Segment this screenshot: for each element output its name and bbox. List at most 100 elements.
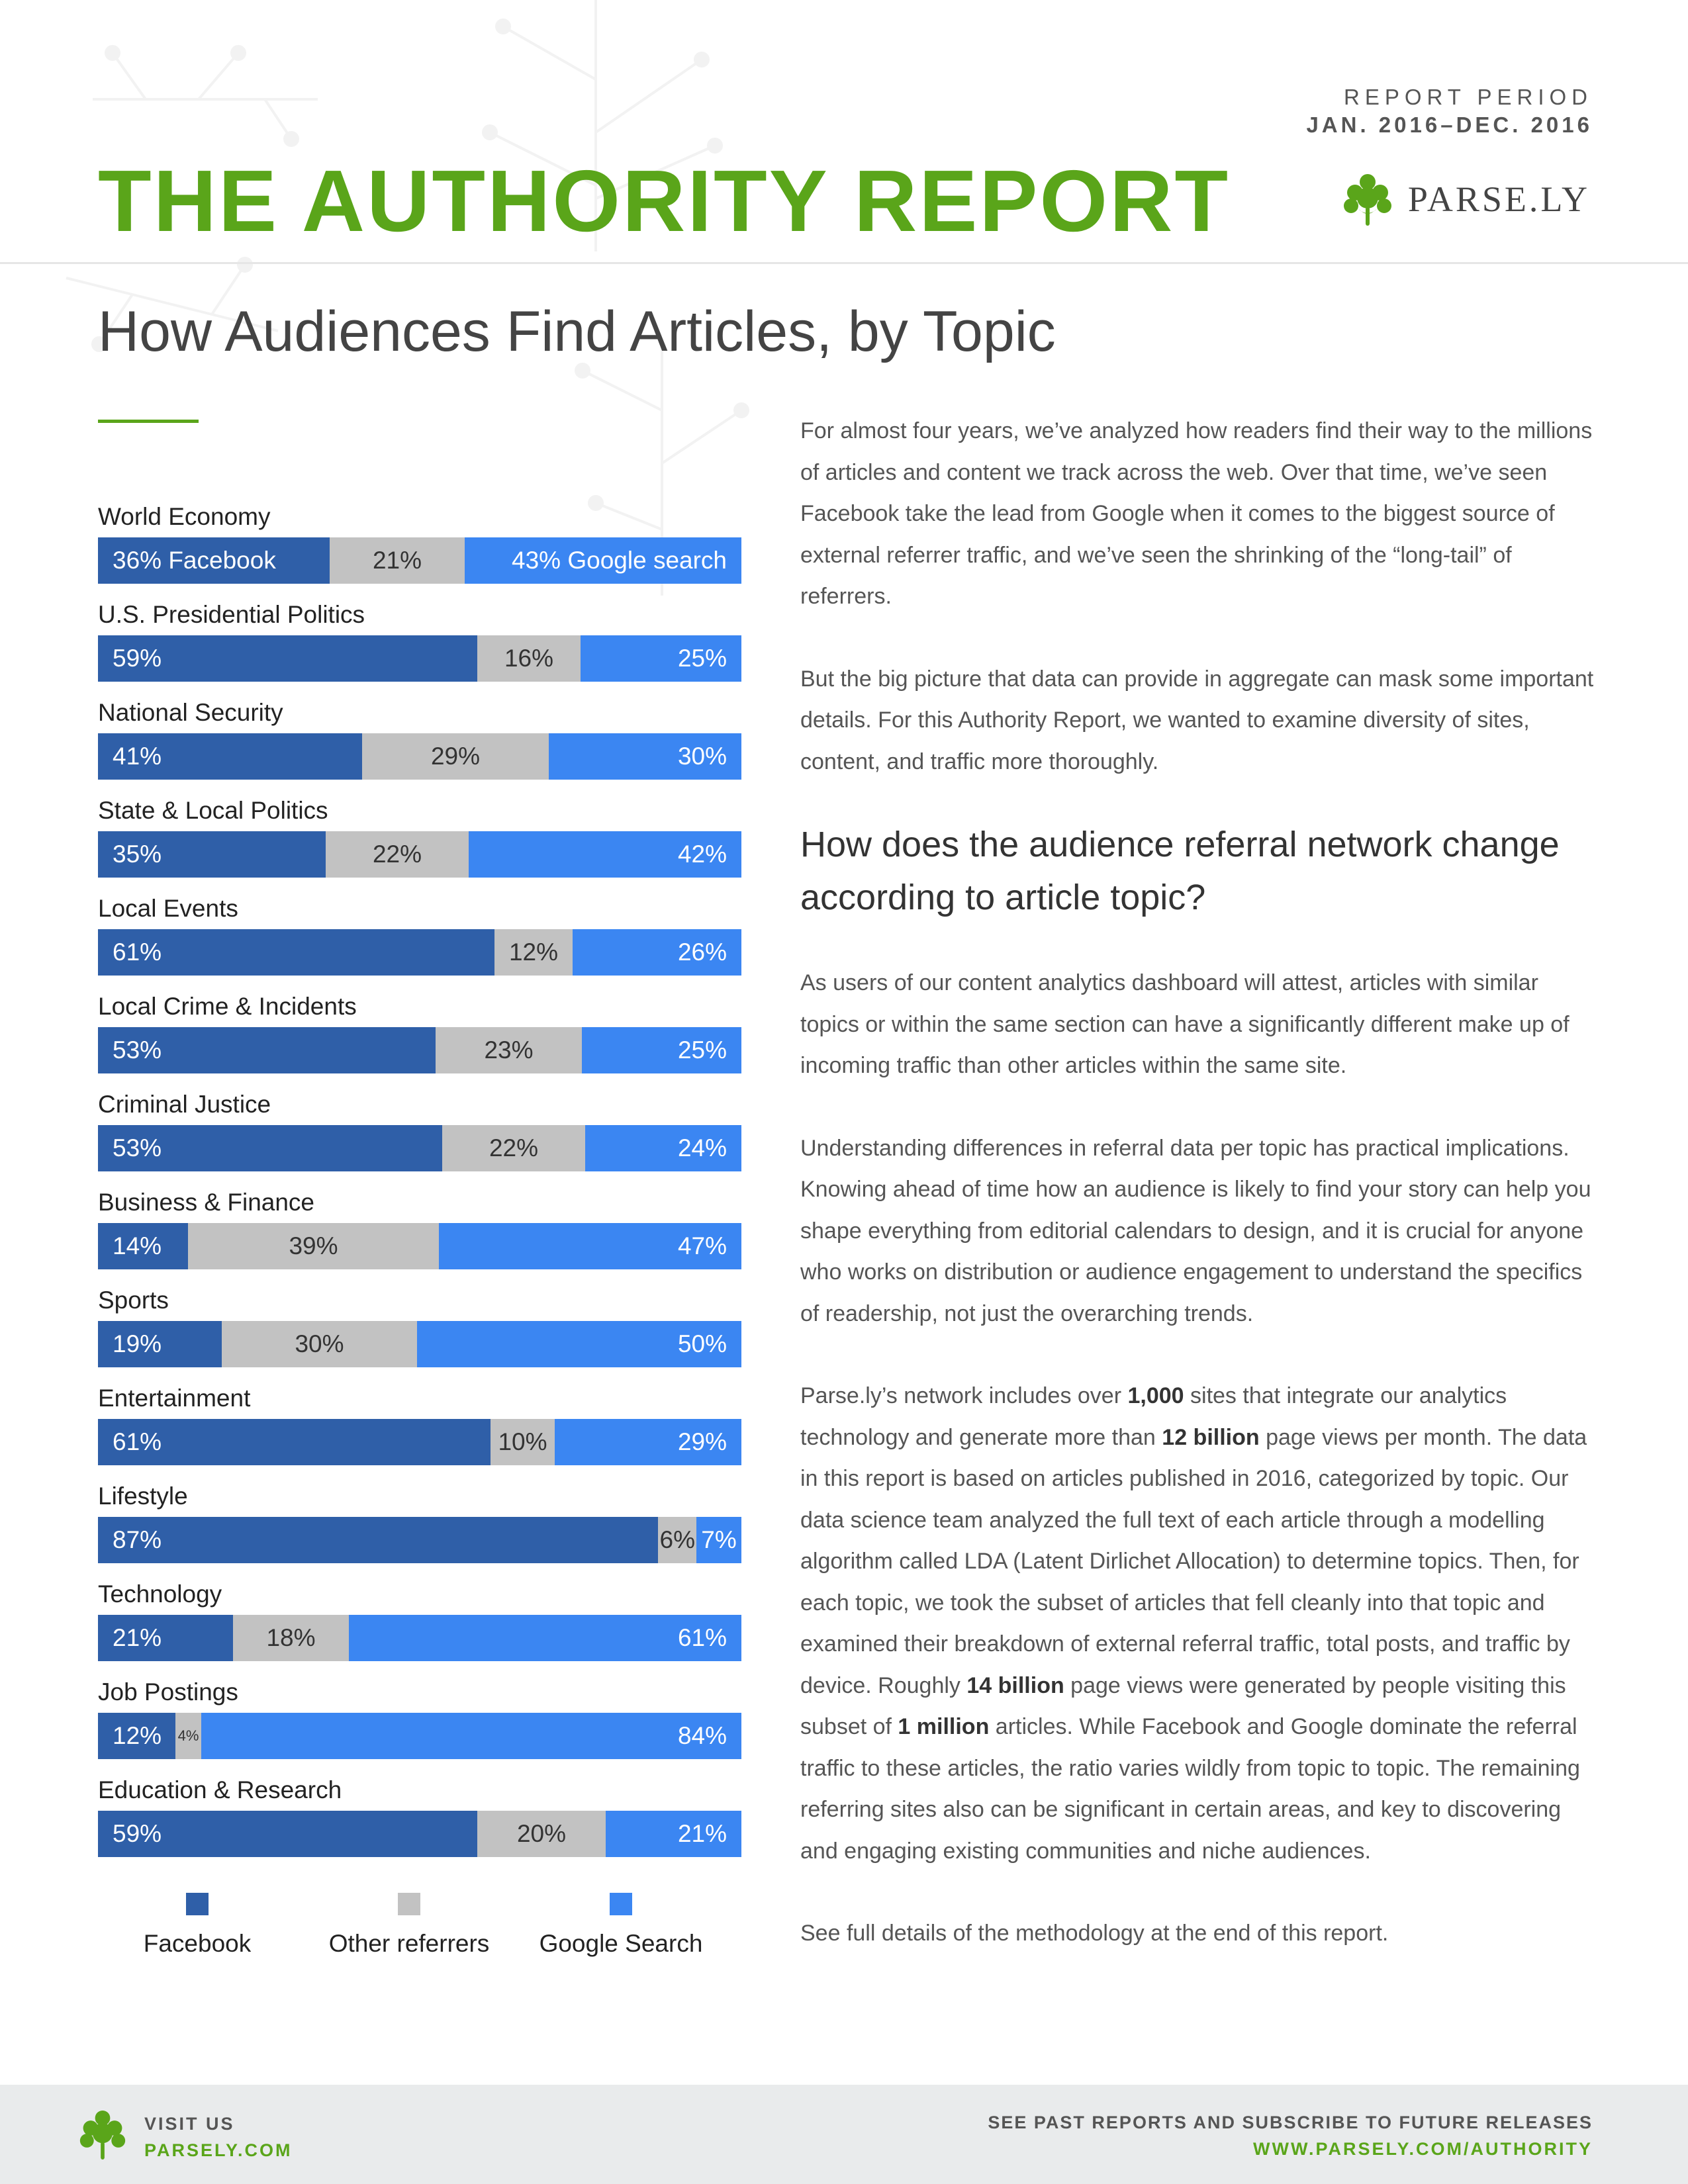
report-title: THE AUTHORITY REPORT	[98, 152, 1231, 250]
stacked-bar: 19% 30% 50%	[98, 1321, 741, 1367]
stacked-bar: 61% 10% 29%	[98, 1419, 741, 1465]
data-label: 59%	[113, 645, 162, 672]
data-label: 50%	[677, 1330, 727, 1357]
data-label: 23%	[484, 1036, 534, 1064]
stacked-bar: 36% Facebook 21% 43% Google search	[98, 537, 741, 584]
data-label: 10%	[498, 1428, 547, 1455]
stacked-bar: 53% 22% 24%	[98, 1125, 741, 1171]
bar-segment-other: 16%	[477, 635, 581, 682]
legend-label-google: Google Search	[539, 1930, 703, 1957]
chart-row: Sports 19% 30% 50%	[98, 1287, 741, 1373]
bar-segment-facebook: 21%	[98, 1615, 233, 1661]
chart-row: Lifestyle 87% 6% 7%	[98, 1482, 741, 1569]
bar-segment-facebook: 61%	[98, 929, 494, 976]
bar-segment-other: 12%	[494, 929, 573, 976]
bar-segment-google: 42%	[469, 831, 741, 878]
text-run: page views per month. The data in this r…	[800, 1424, 1587, 1698]
category-label: Sports	[98, 1287, 169, 1314]
data-label: 84%	[677, 1722, 727, 1749]
data-label: 39%	[289, 1232, 338, 1259]
bar-segment-google: 26%	[573, 929, 741, 976]
category-label: National Security	[98, 699, 283, 726]
bar-segment-google: 24%	[585, 1125, 741, 1171]
chart-row: Entertainment 61% 10% 29%	[98, 1385, 741, 1471]
category-label: Business & Finance	[98, 1189, 315, 1216]
stacked-bar: 35% 22% 42%	[98, 831, 741, 878]
category-label: Local Events	[98, 895, 238, 922]
data-label: 16%	[504, 645, 554, 672]
body-paragraph-6: See full details of the methodology at t…	[800, 1921, 1389, 1946]
legend-swatch-facebook	[186, 1893, 209, 1915]
bar-segment-facebook: 12%	[98, 1713, 175, 1759]
data-label: 21%	[677, 1820, 727, 1847]
stacked-bar: 59% 20% 21%	[98, 1811, 741, 1857]
bar-segment-google: 21%	[606, 1811, 741, 1857]
data-label: 30%	[677, 743, 727, 770]
text-run: Parse.ly’s network includes over	[800, 1383, 1128, 1408]
legend-label-facebook: Facebook	[143, 1930, 252, 1957]
parsley-leaf-icon	[79, 2110, 126, 2160]
data-label: 26%	[677, 938, 727, 966]
body-heading: How does the audience referral network c…	[800, 825, 1560, 917]
category-label: Technology	[98, 1580, 222, 1608]
category-label: Job Postings	[98, 1678, 238, 1706]
legend-item-google: Google Search	[522, 1893, 720, 1958]
data-label: 21%	[372, 547, 422, 574]
bar-segment-other: 10%	[491, 1419, 555, 1465]
bar-segment-facebook: 36% Facebook	[98, 537, 330, 584]
bar-segment-other: 18%	[233, 1615, 349, 1661]
article-body: For almost four years, we’ve analyzed ho…	[800, 410, 1595, 1995]
data-label: 12%	[508, 938, 559, 966]
bar-segment-facebook: 59%	[98, 1811, 477, 1857]
bar-segment-other: 22%	[442, 1125, 585, 1171]
data-label: 61%	[677, 1624, 727, 1651]
stacked-bar: 12% 4% 84%	[98, 1713, 741, 1759]
data-label: 21%	[113, 1624, 162, 1651]
bar-segment-google: 29%	[555, 1419, 741, 1465]
parsely-link[interactable]: PARSELY.COM	[144, 2140, 293, 2160]
stacked-bar: 14% 39% 47%	[98, 1223, 741, 1269]
section-title: How Audiences Find Articles, by Topic	[98, 300, 1056, 363]
category-label: U.S. Presidential Politics	[98, 601, 365, 628]
data-label: 30%	[295, 1330, 344, 1357]
bar-segment-facebook: 41%	[98, 733, 362, 780]
stacked-bar: 87% 6% 7%	[98, 1517, 741, 1563]
accent-divider	[98, 420, 199, 423]
bar-segment-google: 30%	[549, 733, 741, 780]
stacked-bar: 53% 23% 25%	[98, 1027, 741, 1073]
footer: VISIT US PARSELY.COM SEE PAST REPORTS AN…	[0, 2085, 1688, 2184]
bold-stat-sites: 1,000	[1127, 1383, 1184, 1408]
bar-segment-facebook: 19%	[98, 1321, 222, 1367]
bar-segment-other: 39%	[188, 1223, 439, 1269]
bar-segment-facebook: 61%	[98, 1419, 491, 1465]
data-label: 22%	[372, 841, 422, 868]
chart-row: U.S. Presidential Politics 59% 16% 25%	[98, 601, 741, 687]
chart-row: Criminal Justice 53% 22% 24%	[98, 1091, 741, 1177]
chart-row: National Security 41% 29% 30%	[98, 699, 741, 785]
chart-legend: Facebook Other referrers Google Search	[98, 1893, 741, 1972]
parsely-logo[interactable]: PARSE.LY	[1342, 169, 1590, 229]
bar-segment-other: 29%	[362, 733, 549, 780]
body-paragraph-4: Understanding differences in referral da…	[800, 1135, 1591, 1326]
data-label: 53%	[113, 1036, 162, 1064]
data-label: 87%	[113, 1526, 162, 1553]
authority-link[interactable]: WWW.PARSELY.COM/AUTHORITY	[1253, 2139, 1593, 2159]
category-label: State & Local Politics	[98, 797, 328, 824]
past-reports-text: SEE PAST REPORTS AND SUBSCRIBE TO FUTURE…	[988, 2113, 1593, 2132]
brand-name: PARSE.LY	[1407, 179, 1590, 219]
data-label: 36% Facebook	[113, 547, 276, 574]
data-label: 6%	[659, 1526, 695, 1553]
data-label: 22%	[489, 1134, 539, 1161]
header-divider	[0, 262, 1688, 264]
data-label: 25%	[677, 1036, 727, 1064]
data-label: 47%	[677, 1232, 727, 1259]
stacked-bar: 41% 29% 30%	[98, 733, 741, 780]
bar-segment-facebook: 14%	[98, 1223, 188, 1269]
background-branch-art	[66, 0, 749, 596]
category-label: Local Crime & Incidents	[98, 993, 357, 1020]
text-run: page views were generated by people visi…	[800, 1672, 1566, 1740]
data-label: 20%	[516, 1820, 567, 1847]
bar-segment-other: 22%	[326, 831, 469, 878]
body-paragraph-2: But the big picture that data can provid…	[800, 666, 1594, 774]
bar-segment-other: 30%	[222, 1321, 417, 1367]
